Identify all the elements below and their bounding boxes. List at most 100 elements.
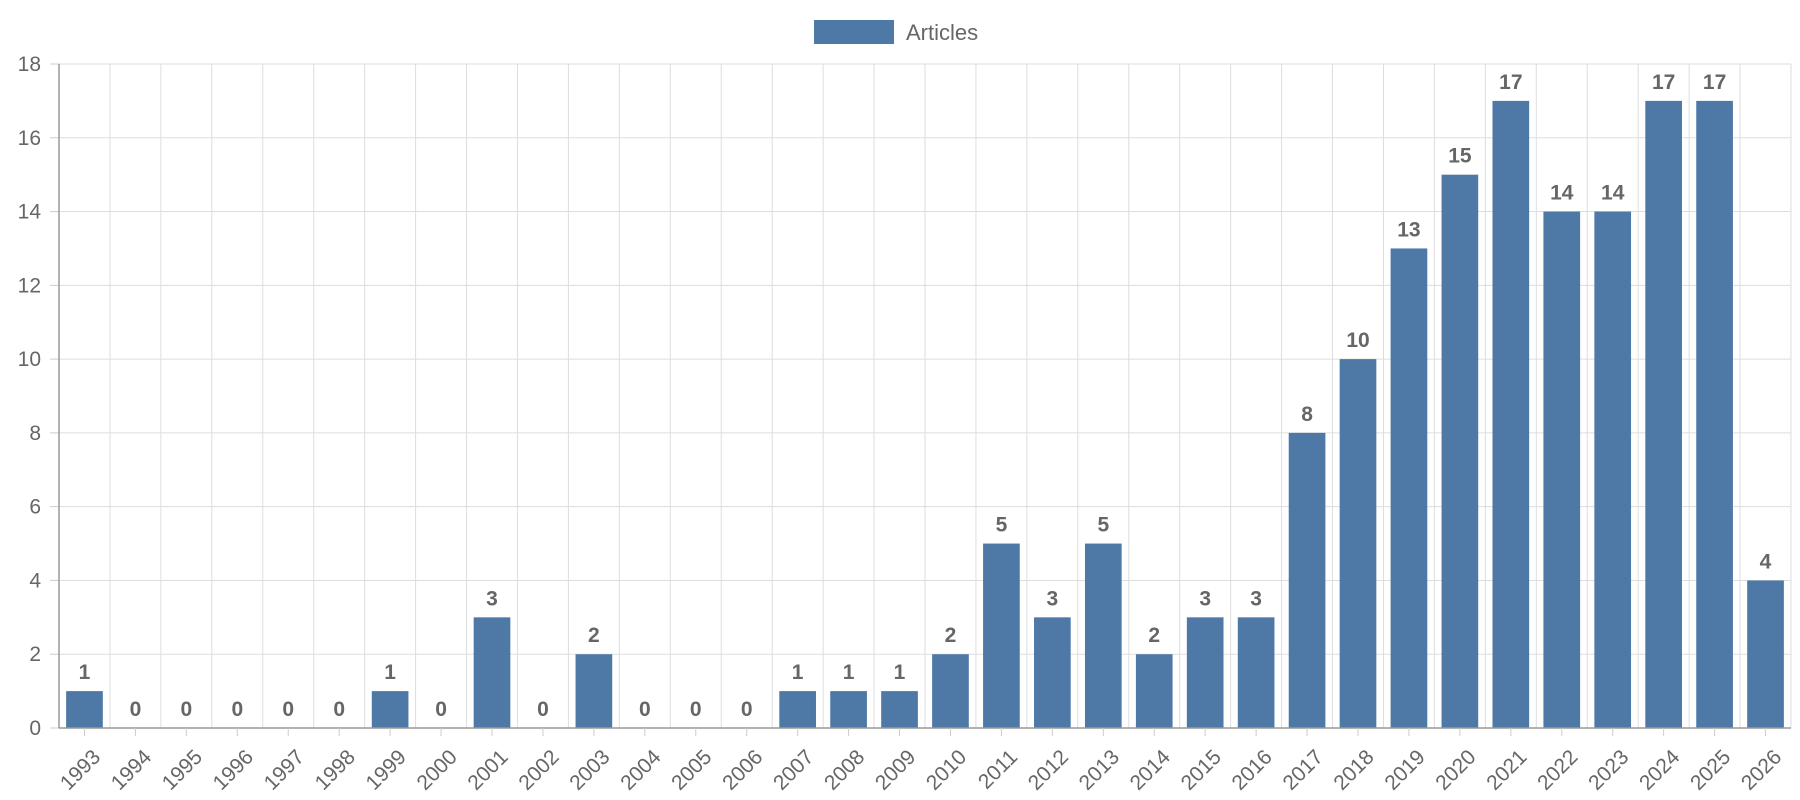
x-tick-label-2024: 2024 — [1635, 745, 1685, 795]
data-label-1995: 0 — [181, 698, 193, 721]
bar-2017 — [1288, 432, 1326, 728]
data-label-2012: 3 — [1047, 587, 1059, 610]
x-tick-label-1994: 1994 — [107, 745, 157, 795]
x-tick-label-1998: 1998 — [311, 745, 360, 794]
data-label-2011: 5 — [996, 514, 1008, 537]
bar-2021 — [1492, 100, 1530, 728]
data-label-2001: 3 — [486, 587, 498, 610]
data-label-2004: 0 — [639, 698, 651, 721]
bar-2007 — [779, 691, 816, 728]
y-tick-label: 10 — [18, 348, 41, 371]
data-label-2022: 14 — [1550, 182, 1574, 205]
data-label-2003: 2 — [588, 624, 600, 647]
x-tick-label-2013: 2013 — [1075, 745, 1124, 794]
bar-2022 — [1543, 211, 1581, 729]
bar-2013 — [1084, 543, 1122, 728]
x-tick-label-2002: 2002 — [514, 745, 563, 794]
bar-2015 — [1186, 617, 1224, 728]
y-tick-label: 8 — [29, 422, 41, 445]
x-tick-label-2023: 2023 — [1584, 745, 1633, 794]
data-label-2021: 17 — [1499, 71, 1522, 94]
bar-1993 — [66, 691, 103, 728]
data-label-2024: 17 — [1652, 71, 1675, 94]
legend: Articles — [814, 20, 978, 45]
data-label-2010: 2 — [945, 624, 957, 647]
x-tick-label-2006: 2006 — [718, 745, 767, 794]
x-tick-label-2021: 2021 — [1482, 745, 1531, 794]
x-tick-label-1995: 1995 — [158, 745, 207, 794]
x-tick-label-2004: 2004 — [616, 745, 666, 795]
x-tick-label-2012: 2012 — [1024, 745, 1073, 794]
y-tick-label: 0 — [29, 717, 41, 740]
data-label-2007: 1 — [792, 661, 804, 684]
bar-2009 — [881, 691, 918, 728]
bar-2019 — [1390, 248, 1428, 728]
bar-2011 — [983, 543, 1020, 728]
data-label-1993: 1 — [79, 661, 91, 684]
data-label-2014: 2 — [1148, 624, 1160, 647]
bar-2012 — [1034, 617, 1071, 728]
x-tick-label-2022: 2022 — [1533, 745, 1582, 794]
bar-2014 — [1135, 654, 1173, 728]
bar-2008 — [830, 691, 867, 728]
data-label-2005: 0 — [690, 698, 702, 721]
y-tick-label: 6 — [29, 496, 41, 519]
data-label-1999: 1 — [384, 661, 396, 684]
x-tick-label-2026: 2026 — [1737, 745, 1786, 794]
x-tick-label-2007: 2007 — [769, 745, 818, 794]
x-tick-label-2025: 2025 — [1686, 745, 1735, 794]
data-label-1994: 0 — [130, 698, 142, 721]
data-label-2016: 3 — [1250, 587, 1262, 610]
x-tick-label-2020: 2020 — [1431, 745, 1480, 794]
x-tick-label-2005: 2005 — [667, 745, 716, 794]
bar-2016 — [1237, 617, 1275, 728]
x-tick-label-2015: 2015 — [1177, 745, 1226, 794]
x-tick-label-2016: 2016 — [1228, 745, 1277, 794]
bar-2020 — [1441, 174, 1479, 728]
bar-2025 — [1696, 100, 1733, 728]
y-tick-label: 12 — [18, 274, 41, 297]
x-tick-label-1993: 1993 — [56, 745, 105, 794]
x-tick-label-1997: 1997 — [260, 745, 309, 794]
data-label-2009: 1 — [894, 661, 906, 684]
x-tick-label-2010: 2010 — [922, 745, 971, 794]
bar-2001 — [473, 617, 511, 728]
data-label-2026: 4 — [1760, 550, 1772, 573]
data-label-2018: 10 — [1346, 329, 1369, 352]
bar-2010 — [932, 654, 969, 728]
bar-2023 — [1594, 211, 1632, 729]
y-tick-label: 18 — [18, 53, 41, 76]
grid — [58, 63, 1792, 729]
data-label-2008: 1 — [843, 661, 855, 684]
bar-2018 — [1339, 359, 1377, 728]
data-label-2000: 0 — [435, 698, 447, 721]
data-label-1997: 0 — [282, 698, 294, 721]
data-label-2023: 14 — [1601, 182, 1625, 205]
y-tick-label: 14 — [18, 201, 42, 224]
legend-swatch-articles — [814, 20, 894, 44]
x-tick-label-1999: 1999 — [362, 745, 411, 794]
bar-2024 — [1645, 100, 1682, 728]
x-tick-label-2000: 2000 — [412, 745, 461, 794]
bars — [66, 100, 1784, 729]
data-label-1998: 0 — [333, 698, 345, 721]
x-tick-label-2001: 2001 — [463, 745, 512, 794]
x-tick-label-2018: 2018 — [1329, 745, 1378, 794]
x-tick-label-2017: 2017 — [1278, 745, 1327, 794]
x-tick-label-1996: 1996 — [209, 745, 258, 794]
data-label-2013: 5 — [1097, 514, 1109, 537]
x-axis: 1993 1994 1995 1996 1997 1998 1999 2000 2001 2002… — [56, 727, 1791, 795]
data-label-2002: 0 — [537, 698, 549, 721]
bar-1999 — [371, 691, 409, 728]
data-label-2006: 0 — [741, 698, 753, 721]
data-label-2025: 17 — [1703, 71, 1726, 94]
y-tick-label: 4 — [29, 569, 41, 592]
data-label-2020: 15 — [1448, 145, 1472, 168]
data-label-2019: 13 — [1397, 218, 1420, 241]
data-label-1996: 0 — [231, 698, 243, 721]
x-tick-label-2014: 2014 — [1126, 745, 1176, 795]
x-tick-label-2008: 2008 — [820, 745, 869, 794]
data-label-2015: 3 — [1199, 587, 1211, 610]
